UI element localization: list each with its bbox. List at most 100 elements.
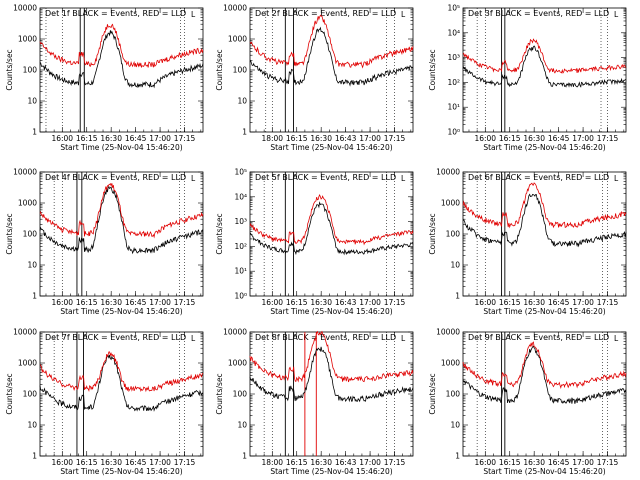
x-axis-label: Start Time (25-Nov-04 15:46:20) xyxy=(270,143,392,152)
x-tick-label: 16:00 xyxy=(261,298,283,307)
x-tick-label: 16:15 xyxy=(499,298,521,307)
x-tick-label: 16:15 xyxy=(76,134,98,143)
legend-mark: L xyxy=(401,10,406,19)
x-tick-label: 17:15 xyxy=(384,298,406,307)
x-tick-label: 17:00 xyxy=(359,298,381,307)
y-tick-label: 10³ xyxy=(447,53,460,62)
panel-det-1: Det 1f BLACK = Events, RED = LLD L 1 10 100 1… xyxy=(5,4,204,152)
panel-det-2: Det 2f BLACK = Events, RED = LLD L 1 10 100 1… xyxy=(215,4,414,152)
y-axis-label: Counts/sec xyxy=(428,373,437,414)
x-tick-label: 17:15 xyxy=(597,134,619,143)
lld-series-line xyxy=(39,23,204,69)
plot-frame xyxy=(39,171,204,297)
panel-det-9: Det 9f BLACK = Events, RED = LLD L 1 10 100 1… xyxy=(428,328,627,476)
legend-mark: L xyxy=(614,10,619,19)
chart-title: Det 9f BLACK = Events, RED = LLD xyxy=(468,333,609,342)
legend-mark: L xyxy=(401,174,406,183)
x-tick-label: 17:00 xyxy=(572,134,594,143)
x-tick-label: 16:30 xyxy=(310,298,332,307)
lld-series-line xyxy=(249,330,414,383)
y-tick-label: 100 xyxy=(23,66,38,75)
plot-frame xyxy=(249,171,414,297)
y-tick-label: 10⁵ xyxy=(447,4,460,13)
y-axis-label: Counts/sec xyxy=(215,213,224,254)
y-tick-label: 10² xyxy=(234,242,247,251)
lld-series-line xyxy=(39,183,204,239)
y-tick-label: 10⁴ xyxy=(234,192,247,201)
x-tick-label: 16:30 xyxy=(310,134,332,143)
chart-title: Det 5f BLACK = Events, RED = LLD xyxy=(255,173,396,182)
x-tick-label: 16:45 xyxy=(548,298,570,307)
x-axis-label: Start Time (25-Nov-04 15:46:20) xyxy=(483,467,605,476)
x-axis-label: Start Time (25-Nov-04 15:46:20) xyxy=(483,307,605,316)
x-tick-label: 16:43 xyxy=(335,458,357,467)
x-tick-label: 16:30 xyxy=(100,298,122,307)
plot-frame xyxy=(39,331,204,457)
x-tick-label: 16:15 xyxy=(499,458,521,467)
x-tick-label: 17:00 xyxy=(572,298,594,307)
y-tick-label: 1 xyxy=(32,128,37,137)
x-tick-label: 16:30 xyxy=(523,134,545,143)
y-tick-label: 100 xyxy=(446,230,461,239)
y-tick-label: 1 xyxy=(455,292,460,301)
lld-series-line xyxy=(249,194,414,246)
lld-series-line xyxy=(462,341,627,389)
x-tick-label: 16:00 xyxy=(51,298,73,307)
plot-frame xyxy=(462,331,627,457)
x-tick-label: 17:00 xyxy=(359,134,381,143)
x-tick-label: 17:00 xyxy=(149,134,171,143)
events-series-line xyxy=(462,345,627,404)
x-tick-label: 17:00 xyxy=(149,458,171,467)
x-tick-label: 17:00 xyxy=(359,458,381,467)
x-tick-label: 16:45 xyxy=(548,458,570,467)
events-series-line xyxy=(39,30,204,89)
panel-det-5: Det 5f BLACK = Events, RED = LLD L 10⁰ 10¹ 1… xyxy=(215,168,414,316)
plot-frame xyxy=(249,7,414,133)
legend-mark: L xyxy=(191,174,196,183)
x-tick-label: 18:00 xyxy=(261,458,283,467)
y-tick-label: 1 xyxy=(32,292,37,301)
x-tick-label: 18:00 xyxy=(261,134,283,143)
y-tick-label: 10 xyxy=(450,421,460,430)
y-tick-label: 10¹ xyxy=(234,267,247,276)
y-tick-label: 1000 xyxy=(18,35,37,44)
y-axis-label: Counts/sec xyxy=(5,213,14,254)
x-tick-label: 16:45 xyxy=(125,298,147,307)
x-tick-label: 17:15 xyxy=(597,298,619,307)
y-tick-label: 10⁴ xyxy=(447,28,460,37)
plot-frame xyxy=(249,331,414,457)
lld-series-line xyxy=(462,38,627,74)
y-tick-label: 10³ xyxy=(234,217,247,226)
y-tick-label: 10000 xyxy=(13,328,37,337)
x-axis-label: Start Time (25-Nov-04 15:46:20) xyxy=(60,467,182,476)
legend-mark: L xyxy=(401,334,406,343)
x-axis-label: Start Time (25-Nov-04 15:46:20) xyxy=(60,307,182,316)
events-series-line xyxy=(39,185,204,255)
legend-mark: L xyxy=(614,334,619,343)
panel-det-6: Det 6f BLACK = Events, RED = LLD L 1 10 100 1… xyxy=(428,168,627,316)
x-tick-label: 16:15 xyxy=(76,298,98,307)
y-tick-label: 1000 xyxy=(228,359,247,368)
legend-mark: L xyxy=(191,10,196,19)
x-tick-label: 16:00 xyxy=(474,298,496,307)
y-tick-label: 10 xyxy=(450,261,460,270)
y-tick-label: 10 xyxy=(27,421,37,430)
x-tick-label: 17:00 xyxy=(572,458,594,467)
events-series-line xyxy=(462,45,626,88)
chart-title: Det 8f BLACK = Events, RED = LLD xyxy=(255,333,396,342)
x-tick-label: 17:15 xyxy=(174,458,196,467)
events-series-line xyxy=(249,346,414,403)
x-tick-label: 17:15 xyxy=(597,458,619,467)
panel-det-3: Det 3f BLACK = Events, RED = LLD L 10⁰ 10¹ 1… xyxy=(428,4,627,152)
x-tick-label: 16:30 xyxy=(100,134,122,143)
y-tick-label: 10⁰ xyxy=(447,128,460,137)
y-axis-label: Counts/sec xyxy=(215,373,224,414)
x-axis-label: Start Time (25-Nov-04 15:46:20) xyxy=(483,143,605,152)
lld-series-line xyxy=(462,182,627,229)
lld-series-line xyxy=(39,351,204,393)
y-tick-label: 1 xyxy=(242,128,247,137)
y-tick-label: 10 xyxy=(27,261,37,270)
x-tick-label: 16:00 xyxy=(474,134,496,143)
chart-title: Det 4f BLACK = Events, RED = LLD xyxy=(45,173,186,182)
y-tick-label: 1 xyxy=(32,452,37,461)
